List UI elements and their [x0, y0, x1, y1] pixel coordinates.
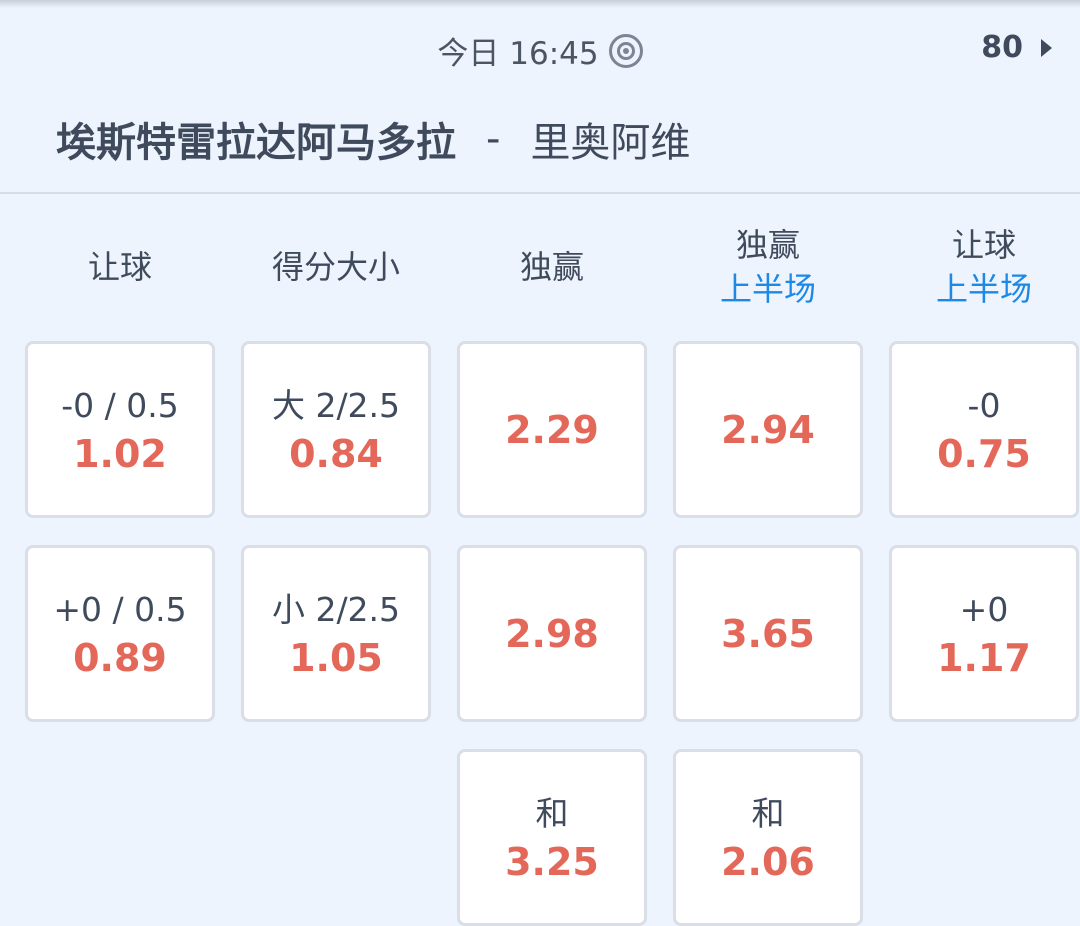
odds-value: 1.17: [937, 635, 1031, 680]
column-title: 独赢: [735, 226, 800, 264]
column-subtitle: 上半场: [719, 270, 816, 308]
odds-line: 和: [535, 793, 569, 833]
odds-line: +0: [959, 589, 1009, 629]
odds-value: 2.98: [505, 611, 599, 656]
odds-line: +0 / 0.5: [53, 589, 187, 629]
play-arrow-icon: [1041, 38, 1052, 57]
odds-value: 2.06: [721, 839, 815, 884]
market-headers: 让球 得分大小 独赢 独赢 上半场 让球 上半场: [25, 222, 1079, 312]
odds-value: 3.25: [505, 839, 599, 884]
odds-grid: -0 / 0.5 1.02 大 2/2.5 0.84 2.29 2.94 -0 0.75 +0 …: [25, 341, 1079, 926]
column-subtitle: 上半场: [935, 270, 1032, 308]
column-header: 让球: [25, 222, 215, 312]
column-title: 得分大小: [271, 248, 400, 286]
odds-button[interactable]: 3.65: [673, 545, 863, 722]
odds-value: 1.05: [289, 635, 383, 680]
odds-value: 0.89: [73, 635, 167, 680]
column-header: 得分大小: [241, 222, 431, 312]
odds-value: 0.75: [937, 431, 1031, 476]
odds-button[interactable]: +0 / 0.5 0.89: [25, 545, 215, 722]
match-time-text: 今日 16:45: [437, 36, 599, 72]
column-header: 独赢 上半场: [673, 222, 863, 312]
odds-button[interactable]: +0 1.17: [889, 545, 1079, 722]
live-target-icon: [608, 33, 643, 68]
odds-value: 0.84: [289, 431, 383, 476]
odds-button[interactable]: 2.98: [457, 545, 647, 722]
odds-line: 和: [751, 793, 785, 833]
odds-button[interactable]: 大 2/2.5 0.84: [241, 341, 431, 518]
home-team: 埃斯特雷拉达阿马多拉: [56, 120, 456, 166]
team-separator: -: [486, 116, 501, 162]
column-header: 独赢: [457, 222, 647, 312]
match-time: 今日 16:45: [0, 28, 1080, 73]
odds-button[interactable]: 和 2.06: [673, 749, 863, 926]
header-divider: [0, 192, 1080, 194]
odds-line: 大 2/2.5: [271, 385, 401, 425]
odds-line: -0: [967, 385, 1001, 425]
away-team: 里奥阿维: [530, 120, 691, 166]
match-minute-button[interactable]: 80: [981, 30, 1052, 65]
odds-button[interactable]: -0 / 0.5 1.02: [25, 341, 215, 518]
match-teams: 埃斯特雷拉达阿马多拉 - 里奥阿维: [56, 110, 690, 168]
odds-button[interactable]: 2.29: [457, 341, 647, 518]
odds-line: -0 / 0.5: [61, 385, 179, 425]
column-header: 让球 上半场: [889, 222, 1079, 312]
odds-button[interactable]: 小 2/2.5 1.05: [241, 545, 431, 722]
odds-button[interactable]: 2.94: [673, 341, 863, 518]
column-title: 独赢: [519, 248, 584, 286]
odds-button[interactable]: -0 0.75: [889, 341, 1079, 518]
odds-value: 3.65: [721, 611, 815, 656]
odds-line: 小 2/2.5: [271, 589, 401, 629]
odds-button[interactable]: 和 3.25: [457, 749, 647, 926]
odds-value: 2.29: [505, 407, 599, 452]
match-minute: 80: [981, 30, 1023, 65]
column-title: 让球: [87, 248, 152, 286]
column-title: 让球: [951, 226, 1016, 264]
top-shadow: [0, 0, 1080, 8]
odds-value: 1.02: [73, 431, 167, 476]
odds-value: 2.94: [721, 407, 815, 452]
